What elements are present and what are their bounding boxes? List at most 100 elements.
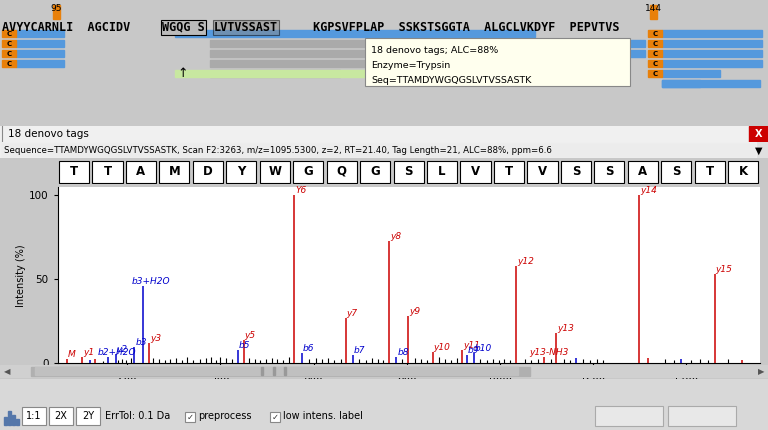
Bar (16, 60, 64, 67)
Text: C: C (653, 71, 657, 77)
Text: G: G (303, 165, 313, 178)
Text: K: K (739, 165, 748, 178)
Bar (193, 160, 223, 183)
Text: C: C (6, 51, 12, 57)
Text: b2+H2O: b2+H2O (98, 348, 136, 357)
Text: 18 denovo tags; ALC=88%: 18 denovo tags; ALC=88% (371, 46, 498, 55)
Bar (49, 407, 73, 425)
Bar (2, 40, 16, 47)
Bar (16, 40, 64, 47)
Bar (595, 406, 663, 426)
Bar (2, 60, 16, 67)
Bar (365, 38, 630, 86)
Bar (175, 30, 535, 37)
Bar (270, 412, 280, 422)
Bar (4, 417, 7, 425)
Text: S: S (405, 165, 413, 178)
Bar (500, 40, 645, 47)
Text: 18 denovo tags: 18 denovo tags (8, 129, 88, 139)
Bar (650, 5, 657, 19)
Text: b8: b8 (397, 347, 409, 356)
Bar (648, 70, 662, 77)
Text: y3: y3 (150, 334, 161, 343)
Text: y2: y2 (117, 345, 127, 354)
Bar (273, 367, 275, 375)
Text: S: S (571, 165, 580, 178)
Bar (594, 160, 624, 183)
Text: C: C (6, 61, 12, 67)
Text: b3+H2O: b3+H2O (131, 277, 170, 286)
Bar (360, 160, 390, 183)
Text: 2X: 2X (55, 411, 68, 421)
Text: y13: y13 (558, 324, 574, 333)
Text: Enzyme=Trypsin: Enzyme=Trypsin (371, 61, 450, 70)
Text: C: C (6, 41, 12, 47)
Bar (662, 50, 762, 57)
Text: ◀: ◀ (4, 367, 10, 375)
Text: KGPSVFPLAP  SSKSTSGGTA  ALGCLVKDYF  PEPVTVS: KGPSVFPLAP SSKSTSGGTA ALGCLVKDYF PEPVTVS (306, 21, 620, 34)
Text: T: T (104, 165, 111, 178)
Bar (662, 30, 762, 37)
Text: V: V (471, 165, 480, 178)
Text: 144: 144 (644, 4, 661, 13)
Text: Y: Y (237, 165, 246, 178)
Bar (59, 160, 89, 183)
Text: y7: y7 (346, 309, 358, 318)
Bar (728, 160, 758, 183)
Bar (210, 70, 340, 77)
Text: Y6: Y6 (295, 187, 306, 196)
Bar (227, 160, 257, 183)
Text: C: C (6, 31, 12, 37)
Text: T: T (505, 165, 513, 178)
Text: T: T (706, 165, 713, 178)
Text: L: L (439, 165, 446, 178)
Text: S: S (605, 165, 614, 178)
Text: preprocess: preprocess (198, 411, 251, 421)
Bar (31, 366, 530, 376)
Bar (12, 415, 15, 425)
Text: y5: y5 (245, 331, 256, 340)
Text: M: M (168, 165, 180, 178)
Bar (648, 40, 662, 47)
Text: 2Y: 2Y (82, 411, 94, 421)
Text: AVYYCARNLI  AGCIDV: AVYYCARNLI AGCIDV (2, 21, 131, 34)
Bar (648, 60, 662, 67)
Text: y8: y8 (390, 232, 401, 241)
Bar (261, 367, 263, 375)
Text: b6: b6 (303, 344, 314, 353)
Bar (2, 30, 16, 37)
Text: D: D (203, 165, 213, 178)
Bar (16, 30, 64, 37)
Bar (528, 160, 558, 183)
Text: y13-NH3: y13-NH3 (529, 347, 568, 356)
Text: Q: Q (336, 165, 346, 178)
Text: ↑: ↑ (177, 67, 188, 80)
Text: Sequence=TTAMDYWGQGSLVTVSSASTK, Scan F2:3263, m/z=1095.5300, z=2, RT=21.40, Tag : Sequence=TTAMDYWGQGSLVTVSSASTK, Scan F2:… (4, 146, 551, 155)
Text: y10: y10 (434, 343, 451, 352)
Text: y1: y1 (83, 348, 94, 357)
Text: y9: y9 (409, 307, 420, 316)
Text: S: S (672, 165, 680, 178)
Bar (661, 160, 691, 183)
Text: 1:1: 1:1 (26, 411, 41, 421)
Text: b9: b9 (468, 346, 479, 355)
Bar (494, 160, 524, 183)
Text: ✓: ✓ (187, 412, 194, 421)
Bar (427, 160, 457, 183)
Bar (210, 40, 500, 47)
Bar (662, 80, 700, 87)
Text: A: A (137, 165, 145, 178)
Text: C: C (653, 51, 657, 57)
Y-axis label: Intensity (%): Intensity (%) (16, 244, 26, 307)
Text: A: A (638, 165, 647, 178)
Bar (76, 407, 100, 425)
Bar (126, 160, 156, 183)
Text: G: G (370, 165, 380, 178)
Text: WGQG S: WGQG S (162, 21, 205, 34)
Bar (662, 60, 762, 67)
Text: W: W (268, 165, 281, 178)
Bar (627, 160, 658, 183)
Bar (393, 160, 424, 183)
Bar (210, 50, 475, 57)
Text: ErrTol: 0.1 Da: ErrTol: 0.1 Da (105, 411, 170, 421)
